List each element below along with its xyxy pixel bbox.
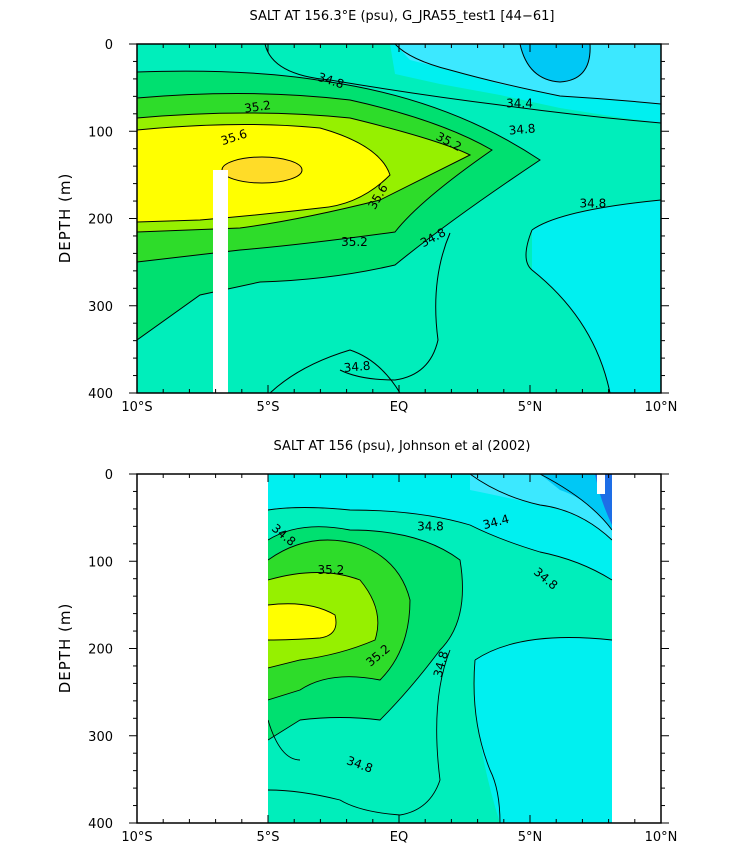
top-x-ticks: 10°S 5°S EQ 5°N 10°N	[121, 44, 677, 415]
bottom-contour-fill	[268, 474, 612, 823]
bottom-y-tick-label: 200	[88, 643, 113, 658]
bottom-y-tick-label: 100	[88, 555, 113, 570]
bottom-x-tick-label: 10°N	[645, 830, 678, 845]
top-x-tick-label: 5°S	[256, 400, 279, 415]
top-y-tick-label: 400	[88, 387, 113, 402]
bottom-x-tick-label: 10°S	[121, 830, 152, 845]
bottom-x-tick-label: EQ	[390, 830, 408, 845]
top-missing-data-bar	[213, 170, 228, 393]
top-contour-label: 34.8	[580, 197, 607, 211]
top-x-tick-label: 10°N	[645, 400, 678, 415]
top-contour-label: 35.2	[243, 98, 271, 116]
bottom-x-tick-label: 5°N	[518, 830, 543, 845]
bottom-y-tick-label: 400	[88, 817, 113, 832]
top-panel: SALT AT 156.3°E (psu), G_JRA55_test1 [44…	[56, 9, 677, 415]
bottom-contour-label: 34.4	[481, 512, 510, 532]
top-contour-label: 35.2	[341, 235, 368, 249]
top-panel-title: SALT AT 156.3°E (psu), G_JRA55_test1 [44…	[250, 9, 555, 24]
bottom-contour-label: 34.8	[431, 649, 451, 678]
top-x-tick-label: EQ	[390, 400, 408, 415]
top-x-tick-label: 5°N	[518, 400, 543, 415]
bottom-panel: SALT AT 156 (psu), Johnson et al (2002)	[56, 439, 677, 845]
top-x-tick-label: 10°S	[121, 400, 152, 415]
top-y-axis-label: DEPTH (m)	[56, 173, 74, 264]
bottom-x-ticks: 10°S 5°S EQ 5°N 10°N	[121, 474, 677, 845]
top-y-tick-label: 200	[88, 213, 113, 228]
top-contour-label: 34.8	[343, 359, 371, 375]
bottom-missing-data-notch	[597, 474, 605, 494]
top-contour-label: 34.4	[506, 96, 533, 110]
bottom-x-tick-label: 5°S	[256, 830, 279, 845]
top-contour-lines	[137, 44, 661, 393]
top-contour-label: 34.8	[508, 121, 536, 137]
bottom-contour-label: 34.8	[417, 519, 444, 533]
bottom-panel-title: SALT AT 156 (psu), Johnson et al (2002)	[273, 439, 530, 454]
top-y-tick-label: 300	[88, 300, 113, 315]
top-y-tick-label: 100	[88, 125, 113, 140]
top-y-ticks: 0 100 200 300 400	[88, 38, 669, 402]
top-y-tick-label: 0	[105, 38, 113, 53]
bottom-contour-label: 35.2	[318, 563, 345, 577]
bottom-y-ticks: 0 100 200 300 400	[88, 468, 669, 832]
bottom-y-axis-label: DEPTH (m)	[56, 603, 74, 694]
bottom-y-tick-label: 300	[88, 730, 113, 745]
bottom-contour-lines	[268, 474, 612, 823]
bottom-y-tick-label: 0	[105, 468, 113, 483]
